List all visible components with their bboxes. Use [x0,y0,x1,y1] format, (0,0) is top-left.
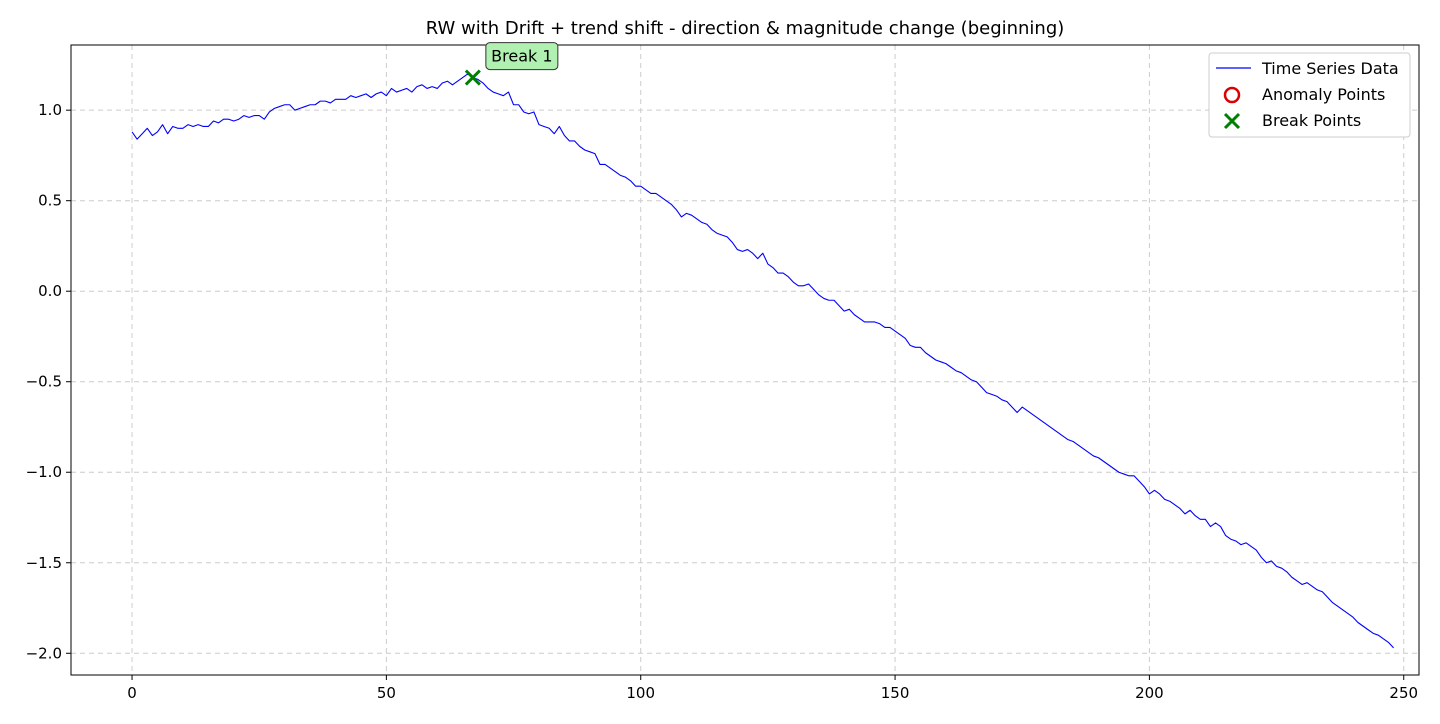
chart-title: RW with Drift + trend shift - direction … [426,18,1065,39]
x-tick-label: 250 [1389,684,1418,702]
x-tick-label: 200 [1135,684,1164,702]
x-tick-label: 150 [881,684,910,702]
y-tick-label: −0.5 [26,373,62,391]
y-tick-label: −2.0 [26,644,62,662]
y-tick-label: −1.5 [26,554,62,572]
break-annotation-label: Break 1 [491,47,552,66]
plot-frame [70,44,1420,676]
x-tick-label: 100 [626,684,655,702]
axes: 0 50 100 150 200 250 1.0 0.5 0.0 −0.5 −1.0 −1.5 −2.0 [26,44,1420,702]
legend-break-label: Break Points [1262,111,1361,130]
legend-break-marker-icon [1223,112,1241,130]
break-marker-stroke [464,69,481,86]
legend-anomaly-marker-icon [1223,86,1241,104]
grid-lines [71,45,1419,675]
break-annotation-box [485,42,559,71]
y-tick-label: 1.0 [38,101,62,119]
legend-anomaly-label: Anomaly Points [1262,85,1385,104]
y-tick-label: −1.0 [26,463,62,481]
x-tick-label: 0 [127,684,137,702]
legend: Time Series Data Anomaly Points Break Po… [1208,52,1411,138]
y-tick-label: 0.0 [38,282,62,300]
break-point-marker [464,69,481,86]
series-layer [131,73,1394,649]
y-tick-label: 0.5 [38,192,62,210]
series-line [131,73,1394,649]
x-tick-label: 50 [377,684,396,702]
legend-frame [1208,52,1411,138]
legend-series-label: Time Series Data [1261,59,1399,78]
markers-layer: Break 1 [464,42,559,86]
